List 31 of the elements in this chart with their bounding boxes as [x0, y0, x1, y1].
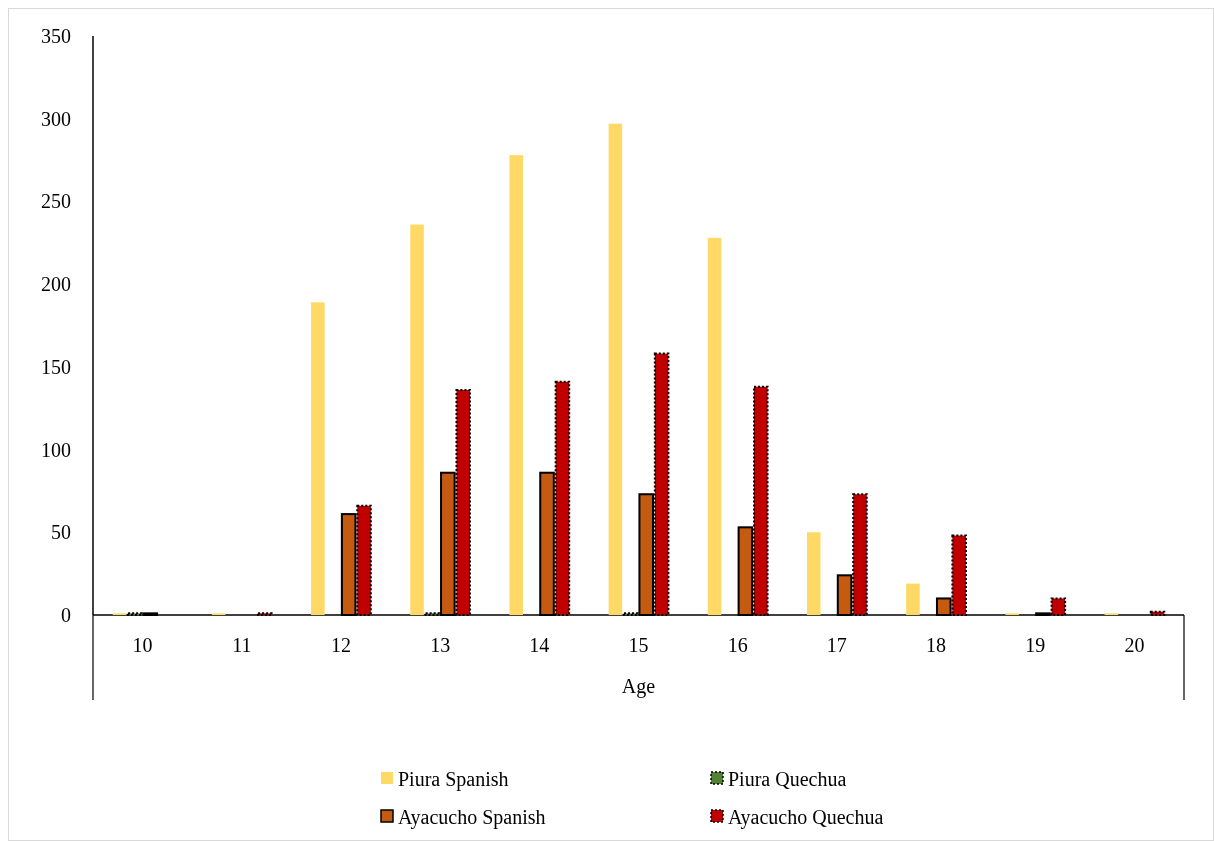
x-tick-label: 12	[330, 634, 351, 656]
bar	[608, 123, 623, 615]
x-tick-label: 19	[1025, 634, 1046, 656]
x-tick-label: 11	[232, 634, 252, 656]
x-tick-label: 18	[926, 634, 947, 656]
y-tick-label: 50	[51, 521, 71, 544]
x-tick-label: 20	[1124, 634, 1145, 656]
legend-label: Piura Spanish	[398, 768, 509, 791]
bar	[311, 302, 325, 615]
bar	[806, 532, 821, 615]
y-tick-label: 0	[61, 604, 71, 626]
y-tick-label: 100	[41, 438, 71, 461]
bar	[509, 155, 523, 615]
y-tick-label: 150	[41, 355, 71, 378]
legend-label: Ayacucho Quechua	[728, 806, 884, 829]
x-tick-label: 16	[727, 634, 748, 656]
bar	[707, 237, 722, 615]
y-tick-label: 250	[41, 190, 71, 213]
bar	[410, 224, 424, 615]
y-tick-label: 300	[41, 107, 71, 130]
y-tick-label: 350	[41, 25, 71, 47]
y-tick-label: 200	[41, 273, 71, 296]
x-tick-label: 13	[430, 634, 451, 656]
x-tick-label: 14	[529, 634, 550, 656]
legend-label: Ayacucho Spanish	[398, 806, 546, 829]
legend-label: Piura Quechua	[728, 768, 847, 790]
bar	[906, 583, 920, 615]
x-tick-label: 17	[826, 634, 847, 656]
x-axis-title: Age	[621, 675, 656, 698]
x-tick-label: 10	[132, 634, 153, 656]
x-tick-label: 15	[628, 634, 649, 656]
